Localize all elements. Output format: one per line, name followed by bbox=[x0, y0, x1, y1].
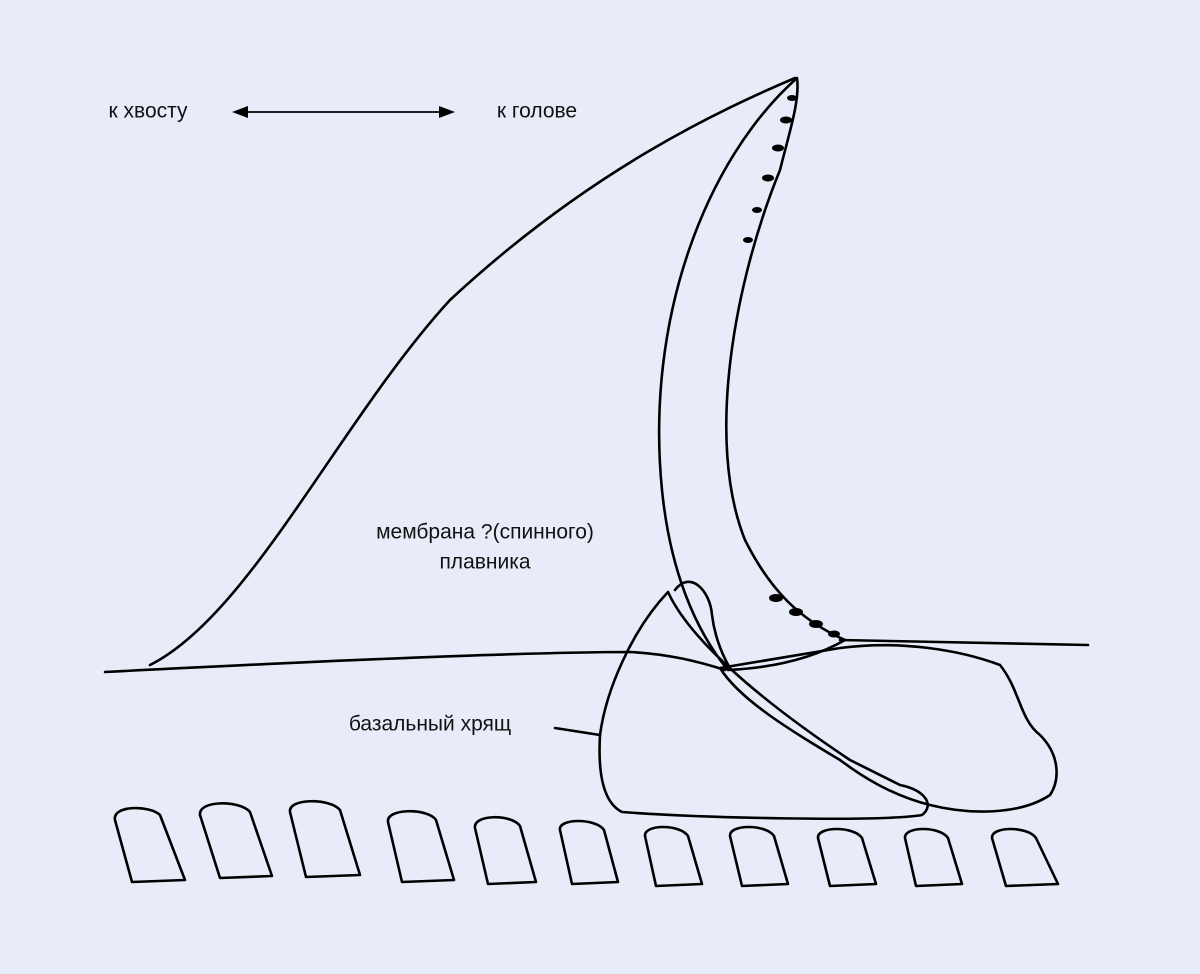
basal-cartilage bbox=[598, 590, 1058, 821]
body-line bbox=[103, 650, 727, 674]
head-label: к голове bbox=[497, 100, 577, 123]
tail-label: к хвосту bbox=[109, 100, 188, 123]
fin-membrane bbox=[148, 76, 797, 667]
direction-arrow bbox=[232, 106, 455, 118]
leader-line bbox=[553, 726, 602, 737]
cartilage-label: базальный хрящ bbox=[349, 713, 511, 736]
fin-spine bbox=[657, 76, 847, 672]
vertebrae bbox=[113, 799, 1060, 888]
body-line-right bbox=[838, 638, 1090, 647]
membrane-label: плавника bbox=[439, 551, 530, 574]
membrane-label: мембрана ?(спинного) bbox=[376, 521, 594, 544]
